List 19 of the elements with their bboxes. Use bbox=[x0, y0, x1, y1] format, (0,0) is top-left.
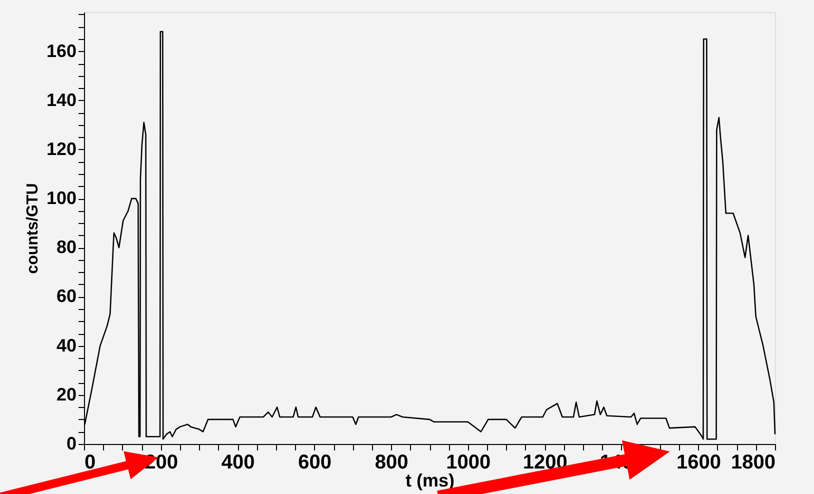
y-tick-label: 100 bbox=[46, 188, 76, 208]
y-tick-label: 0 bbox=[66, 434, 76, 454]
x-tick-label: 1200 bbox=[522, 452, 568, 474]
x-tick-label: 1800 bbox=[731, 452, 776, 474]
y-tick-label: 160 bbox=[46, 40, 76, 61]
x-tick-label: 800 bbox=[374, 452, 408, 474]
y-tick-label: 20 bbox=[56, 384, 76, 404]
y-tick-label: 60 bbox=[56, 286, 76, 306]
x-tick-label: 1000 bbox=[446, 452, 491, 474]
x-tick-label: 600 bbox=[298, 452, 332, 474]
y-axis-title: counts/GTU bbox=[24, 183, 42, 274]
y-tick-label: 80 bbox=[56, 237, 76, 258]
y-tick-label: 140 bbox=[46, 90, 76, 110]
y-tick-label: 40 bbox=[56, 335, 76, 356]
x-tick-label: 1600 bbox=[676, 452, 721, 474]
x-axis-title: t (ms) bbox=[406, 470, 455, 490]
x-tick-label: 400 bbox=[221, 452, 255, 474]
y-tick-label: 120 bbox=[46, 138, 76, 159]
x-tick-label: 0 bbox=[84, 452, 96, 474]
